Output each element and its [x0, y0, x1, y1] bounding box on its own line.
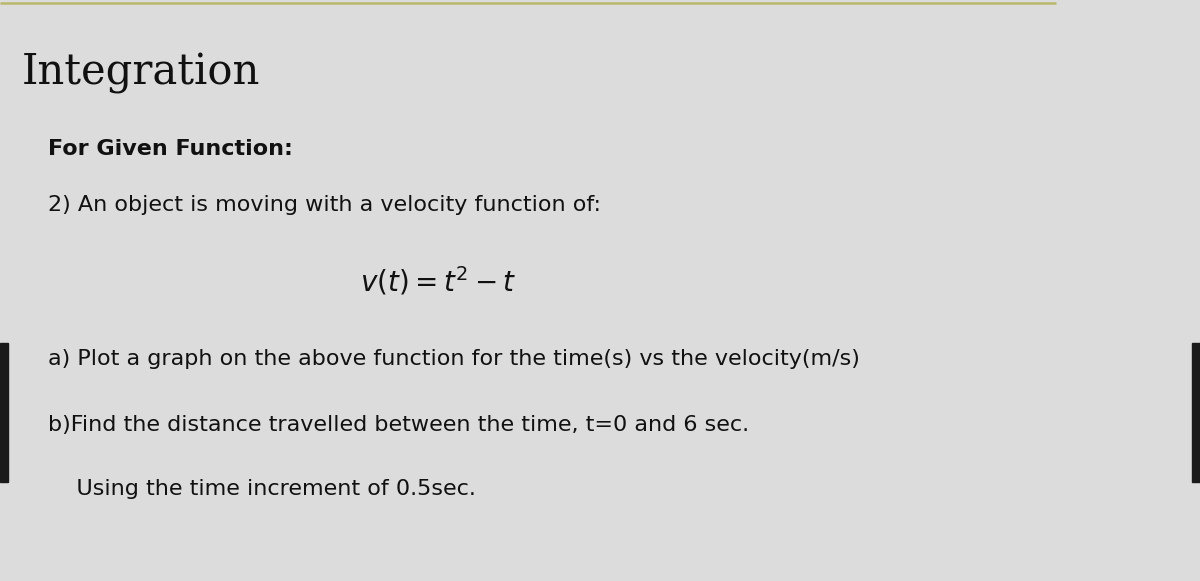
Text: $v\left(t\right)=t^{2}-t$: $v\left(t\right)=t^{2}-t$	[360, 264, 517, 297]
Text: 2) An object is moving with a velocity function of:: 2) An object is moving with a velocity f…	[48, 195, 601, 214]
Text: Integration: Integration	[22, 52, 260, 94]
Bar	[1192, 343, 1200, 482]
Text: a) Plot a graph on the above function for the time(s) vs the velocity(m/s): a) Plot a graph on the above function fo…	[48, 349, 860, 368]
Text: For Given Function:: For Given Function:	[48, 139, 293, 159]
Text: Using the time increment of 0.5sec.: Using the time increment of 0.5sec.	[48, 479, 476, 499]
Text: b)Find the distance travelled between the time, t=0 and 6 sec.: b)Find the distance travelled between th…	[48, 415, 749, 435]
Bar	[0, 343, 8, 482]
